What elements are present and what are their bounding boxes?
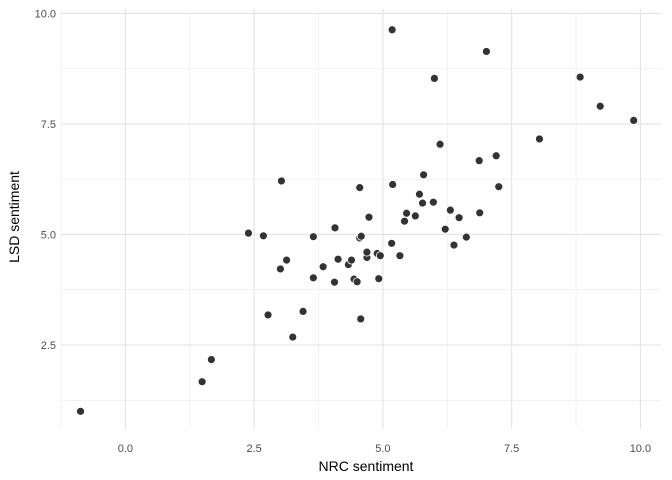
data-point — [352, 277, 362, 287]
data-point — [347, 255, 356, 265]
data-point — [410, 211, 420, 221]
data-point — [356, 314, 366, 324]
data-point — [355, 183, 365, 193]
data-point — [308, 273, 318, 283]
data-point — [197, 377, 207, 387]
data-point — [435, 139, 445, 149]
data-point — [364, 212, 374, 222]
data-point — [595, 101, 605, 111]
data-point — [482, 47, 491, 56]
data-point — [428, 197, 438, 207]
data-point — [629, 116, 639, 125]
data-point — [445, 205, 455, 215]
data-point — [308, 232, 318, 242]
data-point — [575, 72, 585, 82]
data-point — [402, 208, 411, 218]
y-tick-label: 10.0 — [35, 8, 56, 20]
data-point — [282, 255, 291, 265]
grid-major — [61, 9, 661, 429]
data-point — [374, 274, 384, 284]
data-point — [277, 176, 286, 186]
data-point — [330, 277, 339, 287]
x-tick-label: 7.5 — [504, 443, 519, 455]
data-point — [375, 251, 385, 261]
data-point — [330, 223, 340, 233]
data-point — [288, 332, 298, 342]
data-point — [449, 240, 459, 250]
data-point — [387, 25, 397, 35]
data-point — [333, 254, 343, 264]
data-point — [206, 355, 216, 364]
data-point — [275, 264, 285, 274]
data-point — [474, 156, 484, 166]
data-point — [244, 228, 253, 238]
data-point — [362, 247, 372, 257]
data-point — [388, 180, 398, 189]
y-tick-labels: 2.5 5.0 7.5 10.0 — [35, 8, 56, 352]
y-tick-label: 2.5 — [41, 340, 56, 352]
data-point — [440, 224, 450, 234]
data-point — [419, 170, 428, 180]
data-point — [429, 74, 439, 83]
x-tick-label: 2.5 — [246, 443, 261, 455]
y-tick-label: 7.5 — [41, 119, 56, 131]
data-point — [491, 151, 501, 161]
data-point — [415, 189, 424, 199]
grid-minor — [60, 9, 661, 429]
y-tick-label: 5.0 — [41, 229, 56, 241]
x-tick-labels: 0.0 2.5 5.0 7.5 10.0 — [118, 443, 651, 455]
data-point — [298, 306, 308, 316]
data-point — [418, 198, 427, 208]
data-point — [400, 216, 409, 226]
data-point — [387, 238, 397, 248]
data-point — [454, 213, 464, 223]
data-point — [76, 406, 85, 416]
data-point — [535, 134, 544, 144]
data-point — [461, 232, 471, 242]
data-point — [395, 251, 405, 261]
x-tick-label: 0.0 — [118, 443, 133, 455]
data-point — [318, 262, 328, 272]
x-tick-label: 10.0 — [630, 443, 651, 455]
data-point — [259, 231, 268, 241]
data-points — [76, 25, 639, 416]
x-axis-title: NRC sentiment — [319, 458, 414, 474]
data-point — [494, 182, 504, 192]
data-point — [475, 208, 485, 218]
x-tick-label: 5.0 — [375, 443, 390, 455]
data-point — [356, 231, 366, 241]
data-point — [263, 310, 273, 320]
y-axis-title: LSD sentiment — [6, 171, 22, 263]
